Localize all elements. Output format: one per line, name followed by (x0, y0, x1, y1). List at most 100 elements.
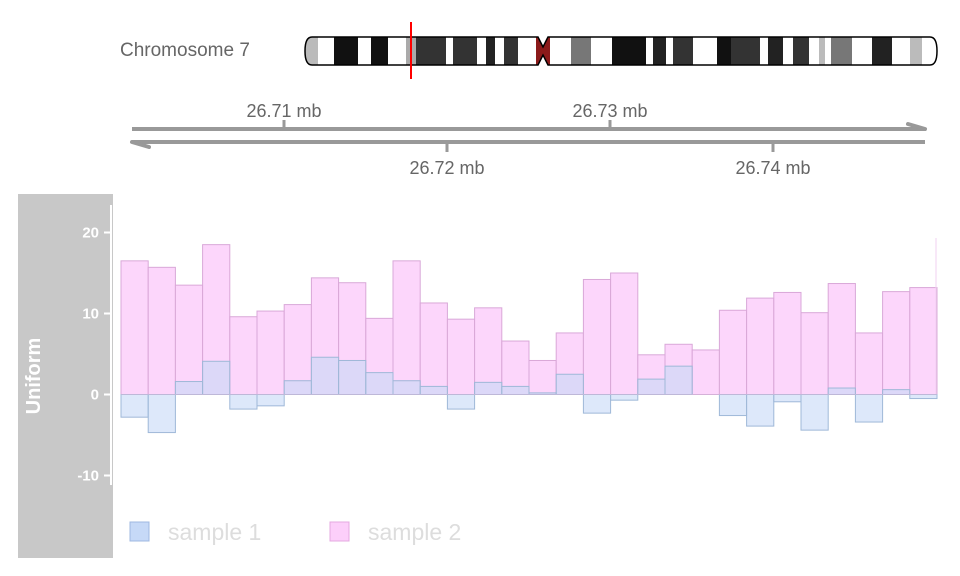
bar-sample-1 (338, 359, 367, 396)
bar-sample-1 (501, 385, 530, 395)
chromosome-band (809, 37, 819, 65)
genome-tick-label-26-73: 26.73 mb (572, 101, 647, 121)
chromosome-band (825, 37, 831, 65)
chromosome-band (536, 37, 550, 65)
track-title-panel (18, 194, 113, 558)
data-track: Uniform 20 10 0 -10 (18, 194, 938, 558)
bar-sample-2 (854, 332, 884, 396)
bar-sample-1 (827, 387, 856, 395)
chromosome-band (416, 37, 446, 65)
legend-swatch-sample-2 (329, 521, 350, 542)
bar-sample-2 (773, 291, 802, 395)
chromosome-band (831, 37, 852, 65)
genome-tick-label-26-72: 26.72 mb (409, 158, 484, 178)
bar-sample-1 (664, 365, 693, 395)
chromosome-band (358, 37, 371, 65)
chromosome-band (910, 37, 922, 65)
bar-sample-1 (229, 394, 258, 410)
bar-sample-2 (528, 359, 557, 396)
bar-sample-1 (854, 394, 884, 423)
chromosome-band (922, 37, 937, 65)
chromosome-band (446, 37, 453, 65)
bar-sample-2 (909, 287, 938, 395)
chromosome-band (571, 37, 591, 65)
chromosome-band (646, 37, 653, 65)
bar-sample-2 (147, 266, 176, 395)
bar-sample-2 (800, 312, 829, 395)
chromosome-band (371, 37, 388, 65)
chromosome-band (693, 37, 717, 65)
bar-sample-1 (256, 394, 285, 407)
chromosome-band (673, 37, 693, 65)
bar-sample-2 (882, 291, 911, 396)
y-tick-label: 0 (91, 387, 99, 404)
chromosome-outline (304, 36, 938, 66)
chromosome-band (318, 37, 334, 65)
chromosome-label: Chromosome 7 (120, 40, 250, 61)
chromosome-band (477, 37, 486, 65)
bar-sample-1 (909, 394, 938, 400)
genome-axis: 26.71 mb 26.73 mb 26.72 mb 26.74 mb (130, 101, 927, 178)
bar-sample-1 (582, 394, 612, 414)
genome-axis-arrow-right (906, 122, 927, 131)
y-axis: 20 10 0 -10 (77, 225, 111, 485)
y-tick-label: -10 (77, 468, 99, 485)
chromosome-band (717, 37, 731, 65)
chromosome-band (486, 37, 495, 65)
bar-sample-1 (718, 394, 748, 417)
y-tick-label: 10 (82, 306, 99, 323)
chromosome-band (305, 37, 318, 65)
legend: sample 1 sample 2 (129, 519, 461, 545)
bar-sample-1 (283, 380, 312, 396)
bar-sample-1 (310, 356, 340, 395)
chromosome-band (783, 37, 793, 65)
chromosome-band (550, 37, 571, 65)
bar-sample-1 (392, 380, 421, 396)
chromosome-band (731, 37, 760, 65)
bar-sample-1 (174, 381, 204, 396)
bar-sample-2 (229, 316, 258, 395)
bar-sample-2 (746, 297, 775, 395)
legend-swatch-sample-1 (129, 521, 150, 542)
track-title: Uniform (23, 338, 45, 415)
chromosome-band (872, 37, 892, 65)
bar-sample-2 (120, 260, 149, 395)
bar-sample-2 (582, 278, 612, 396)
bar-sample-1 (773, 394, 802, 403)
bar-sample-1 (800, 394, 829, 431)
chromosome-band (793, 37, 809, 65)
bar-sample-1 (202, 360, 231, 396)
series-sample-1 (120, 356, 938, 434)
chromosome-band (388, 37, 406, 65)
bar-sample-2 (256, 310, 285, 396)
bar-sample-2 (392, 260, 421, 395)
genome-tick-label-26-74: 26.74 mb (735, 158, 810, 178)
chromosome-band (892, 37, 910, 65)
bar-sample-2 (610, 272, 639, 395)
legend-label-sample-1: sample 1 (168, 519, 261, 545)
chromosome-band (852, 37, 872, 65)
bar-sample-1 (365, 372, 394, 396)
genome-tick-label-26-71: 26.71 mb (246, 101, 321, 121)
chromosome-band (591, 37, 612, 65)
bar-sample-1 (474, 381, 503, 396)
bar-sample-2 (718, 309, 748, 396)
bar-sample-1 (147, 394, 176, 434)
chromosome-ideogram (304, 22, 938, 79)
bar-sample-1 (882, 389, 911, 396)
chromosome-band (518, 37, 536, 65)
bar-sample-1 (446, 394, 476, 410)
bar-sample-2 (283, 304, 312, 395)
bar-sample-1 (419, 385, 448, 395)
series-sample-2 (120, 244, 938, 396)
chromosome-band (453, 37, 477, 65)
chromosome-band (653, 37, 666, 65)
chromosome-band (504, 37, 518, 65)
legend-label-sample-2: sample 2 (368, 519, 461, 545)
bar-sample-2 (174, 284, 204, 395)
bar-sample-2 (474, 307, 503, 395)
chromosome-band (768, 37, 783, 65)
chromosome-band (612, 37, 646, 65)
genome-axis-arrow-left (130, 140, 151, 149)
